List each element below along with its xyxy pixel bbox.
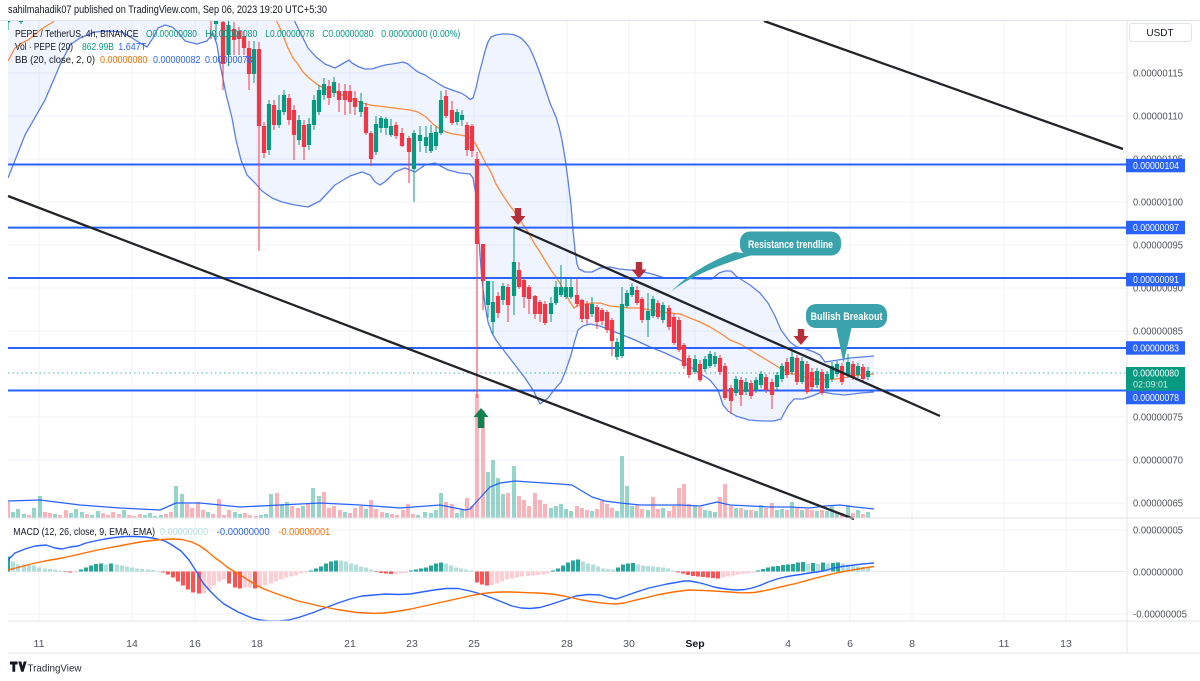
svg-text:0.00000000 (0.00%): 0.00000000 (0.00%) bbox=[381, 28, 460, 40]
svg-text:USDT: USDT bbox=[1146, 28, 1173, 39]
svg-text:862.99B: 862.99B bbox=[82, 41, 114, 53]
svg-text:11: 11 bbox=[999, 638, 1010, 650]
svg-text:21: 21 bbox=[344, 638, 356, 650]
svg-text:30: 30 bbox=[623, 638, 635, 650]
svg-text:0.00000095: 0.00000095 bbox=[1133, 241, 1183, 252]
svg-text:PEPE / TetherUS, 4h, BINANCE: PEPE / TetherUS, 4h, BINANCE bbox=[15, 28, 139, 40]
svg-text:0.00000091: 0.00000091 bbox=[1133, 275, 1179, 286]
svg-text:0.00000083: 0.00000083 bbox=[1133, 344, 1179, 355]
svg-text:18: 18 bbox=[251, 638, 263, 650]
svg-text:14: 14 bbox=[126, 638, 138, 650]
svg-text:23: 23 bbox=[406, 638, 418, 650]
svg-text:0.00000104: 0.00000104 bbox=[1133, 161, 1179, 172]
svg-text:25: 25 bbox=[468, 638, 480, 650]
svg-text:-0.00000001: -0.00000001 bbox=[278, 526, 330, 538]
svg-text:0.00000085: 0.00000085 bbox=[1133, 327, 1183, 338]
svg-text:0.00000078: 0.00000078 bbox=[1133, 393, 1179, 404]
svg-text:0.00000090: 0.00000090 bbox=[1133, 284, 1183, 295]
svg-text:0.00000075: 0.00000075 bbox=[1133, 413, 1183, 424]
svg-text:Sep: Sep bbox=[685, 638, 704, 650]
svg-text:0.00000000: 0.00000000 bbox=[1133, 568, 1183, 579]
svg-text:Vol · PEPE (20): Vol · PEPE (20) bbox=[15, 41, 73, 53]
svg-text:0.00000005: 0.00000005 bbox=[1133, 526, 1183, 537]
svg-text:-0.00000005: -0.00000005 bbox=[1133, 610, 1187, 621]
svg-text:TradingView: TradingView bbox=[28, 663, 82, 675]
svg-text:02:09:01: 02:09:01 bbox=[1133, 380, 1168, 391]
svg-text:11: 11 bbox=[34, 638, 45, 650]
svg-text:0.00000065: 0.00000065 bbox=[1133, 499, 1183, 510]
svg-text:1.647T: 1.647T bbox=[118, 41, 146, 53]
svg-text:4: 4 bbox=[785, 638, 791, 650]
svg-text:28: 28 bbox=[561, 638, 573, 650]
svg-text:0.00000080: 0.00000080 bbox=[1133, 369, 1179, 380]
svg-text:6: 6 bbox=[847, 638, 853, 650]
svg-text:Resistance trendline: Resistance trendline bbox=[748, 239, 833, 251]
svg-text:0.00000070: 0.00000070 bbox=[1133, 456, 1183, 467]
svg-text:Bullish Breakout: Bullish Breakout bbox=[811, 311, 883, 323]
svg-text:0.00000082: 0.00000082 bbox=[153, 54, 201, 66]
svg-text:0.00000080: 0.00000080 bbox=[100, 54, 148, 66]
svg-text:C0.00000080: C0.00000080 bbox=[322, 28, 373, 40]
svg-text:8: 8 bbox=[909, 638, 915, 650]
svg-text:MACD (12, 26, close, 9, EMA, E: MACD (12, 26, close, 9, EMA, EMA) bbox=[13, 526, 155, 538]
svg-text:0.00000115: 0.00000115 bbox=[1133, 69, 1183, 80]
svg-text:-0.00000000: -0.00000000 bbox=[217, 526, 270, 538]
svg-text:0.00000097: 0.00000097 bbox=[1133, 223, 1179, 234]
svg-text:0.00000000: 0.00000000 bbox=[160, 526, 208, 538]
svg-text:0.00000110: 0.00000110 bbox=[1133, 112, 1183, 123]
svg-text:0.00000078: 0.00000078 bbox=[205, 54, 253, 66]
svg-text:BB (20, close, 2, 0): BB (20, close, 2, 0) bbox=[15, 54, 95, 66]
svg-text:L0.00000078: L0.00000078 bbox=[265, 28, 314, 40]
svg-text:sahilmahadik07 published on Tr: sahilmahadik07 published on TradingView.… bbox=[8, 4, 327, 16]
svg-text:H0.00000080: H0.00000080 bbox=[205, 28, 257, 40]
svg-text:16: 16 bbox=[189, 638, 201, 650]
svg-text:O0.00000080: O0.00000080 bbox=[146, 28, 197, 40]
svg-text:13: 13 bbox=[1060, 638, 1072, 650]
svg-text:0.00000100: 0.00000100 bbox=[1133, 198, 1183, 209]
